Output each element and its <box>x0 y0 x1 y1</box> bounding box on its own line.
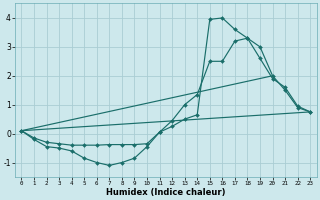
X-axis label: Humidex (Indice chaleur): Humidex (Indice chaleur) <box>106 188 226 197</box>
